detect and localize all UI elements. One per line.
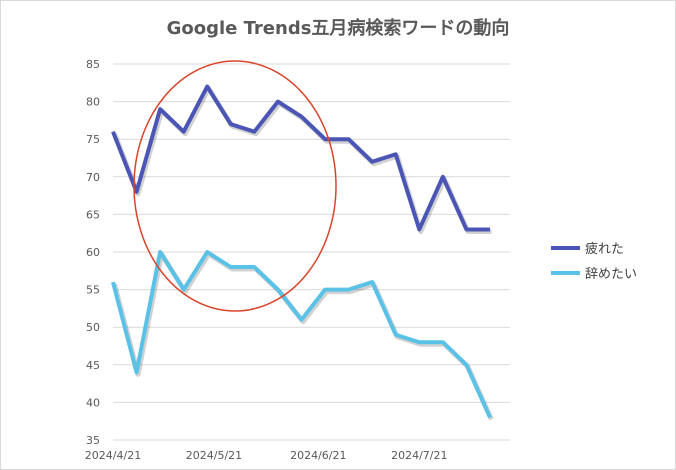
y-tick-label: 35 [86,434,100,447]
y-tick-label: 50 [86,321,100,334]
x-axis-ticks: 2024/4/21 2024/5/21 2024/6/21 2024/7/21 [85,449,448,462]
y-tick-label: 65 [86,208,100,221]
series-shadow [112,86,492,234]
y-tick-label: 55 [86,284,100,297]
y-tick-label: 85 [86,58,100,71]
chart-title: Google Trends五月病検索ワードの動向 [166,18,510,39]
x-tick-label: 2024/7/21 [391,449,447,462]
y-tick-label: 80 [86,96,100,109]
annotation-layer [133,60,337,312]
legend-label: 疲れた [585,241,624,257]
x-tick-label: 2024/4/21 [85,449,141,462]
y-tick-label: 70 [86,171,100,184]
y-tick-label: 45 [86,359,100,372]
y-tick-label: 75 [86,133,100,146]
annotation-ellipse [133,60,337,312]
x-tick-label: 2024/6/21 [290,449,346,462]
x-tick-label: 2024/5/21 [186,449,242,462]
y-axis-ticks: 35 40 45 50 55 60 65 70 75 80 85 [86,58,100,447]
series-lines [111,84,494,421]
series-line-2 [111,250,492,419]
legend-label: 辞めたい [585,267,637,282]
y-tick-label: 60 [86,246,100,259]
y-tick-label: 40 [86,396,100,409]
